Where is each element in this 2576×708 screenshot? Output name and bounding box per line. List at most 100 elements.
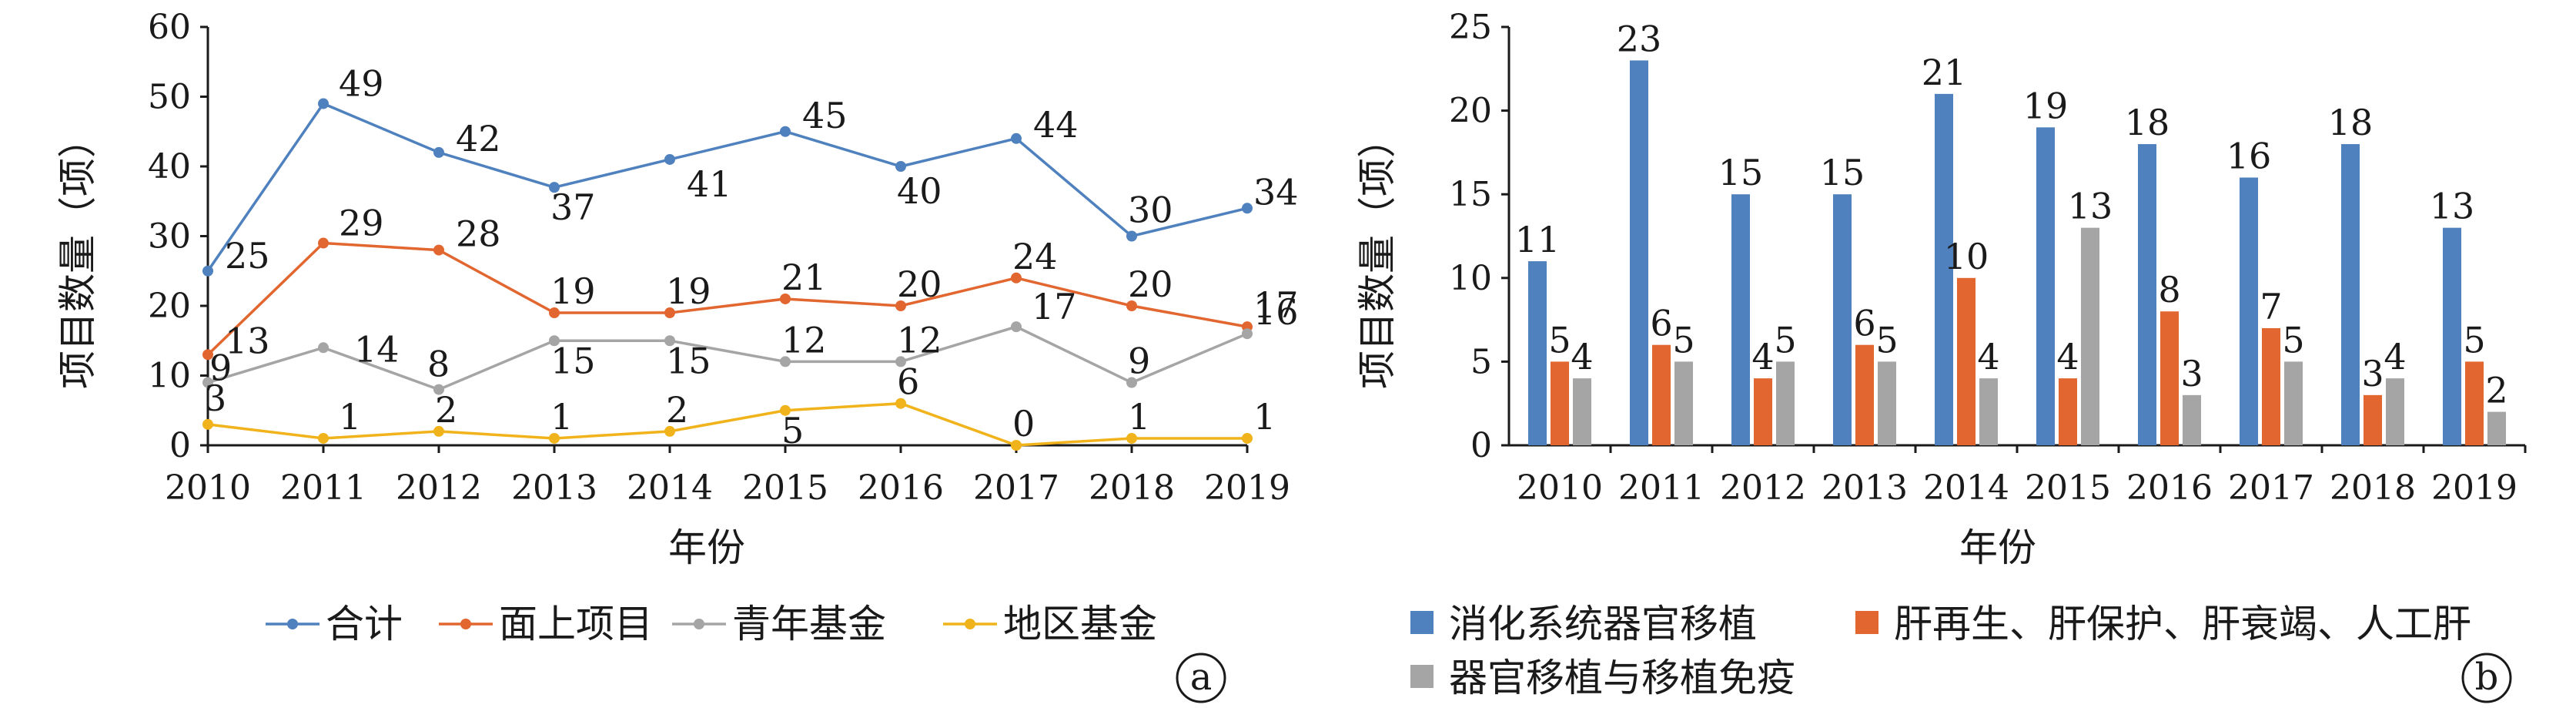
data-label: 23 — [1617, 18, 1662, 59]
x-tick-label: 2012 — [1720, 468, 1806, 508]
x-tick-label: 2011 — [1618, 468, 1705, 508]
data-label: 5 — [781, 410, 804, 451]
x-tick-label: 2017 — [973, 468, 1059, 508]
y-tick-label: 30 — [148, 217, 191, 257]
legend-swatch — [1855, 611, 1878, 634]
data-label: 15 — [1718, 152, 1764, 193]
x-tick-label: 2017 — [2228, 468, 2314, 508]
series-line — [207, 325, 1248, 391]
data-point — [1242, 328, 1253, 340]
data-label: 18 — [2328, 102, 2374, 143]
series-line — [206, 102, 1248, 272]
bar — [1573, 378, 1591, 445]
bar — [2465, 361, 2484, 445]
bar — [2081, 227, 2099, 445]
data-label: 5 — [1875, 319, 1898, 361]
bar — [2443, 227, 2461, 445]
data-label: 8 — [2158, 269, 2180, 310]
data-label: 29 — [339, 203, 384, 244]
legend-label: 肝再生、肝保护、肝衰竭、人工肝 — [1894, 602, 2471, 646]
data-point — [1242, 432, 1253, 444]
legend-marker — [694, 619, 704, 629]
data-label: 17 — [1253, 284, 1299, 326]
data-label: 14 — [354, 328, 400, 370]
data-label: 5 — [2282, 319, 2304, 361]
bar — [2262, 327, 2280, 445]
data-label: 5 — [1774, 319, 1796, 361]
y-axis-title: 项目数量（项） — [1355, 119, 1400, 389]
data-point — [1242, 203, 1253, 214]
legend: 合计 面上项目 青年基金 地区基金 — [266, 602, 1157, 646]
bar — [2183, 394, 2201, 445]
data-point — [1126, 230, 1137, 242]
data-point — [202, 265, 213, 277]
data-point — [549, 182, 560, 193]
x-axis-title: 年份 — [1959, 525, 2036, 570]
x-tick-label: 2019 — [2431, 468, 2517, 508]
data-point — [664, 335, 675, 347]
bar — [2138, 144, 2156, 446]
data-label: 10 — [1944, 236, 1989, 277]
data-label: 16 — [1253, 291, 1299, 333]
bar — [2386, 378, 2404, 445]
legend-label: 合计 — [326, 602, 403, 646]
data-label: 5 — [1672, 319, 1694, 361]
data-point — [1011, 440, 1022, 451]
bar — [1776, 361, 1795, 445]
panel-label: b — [2461, 653, 2512, 703]
data-label: 41 — [687, 163, 732, 205]
data-point — [1126, 377, 1137, 388]
series-line — [207, 401, 1247, 447]
data-label: 15 — [550, 340, 596, 381]
data-point — [1011, 321, 1022, 333]
panel-label-circle — [1176, 653, 1226, 703]
data-point — [549, 335, 560, 347]
y-tick-label: 25 — [1449, 8, 1492, 47]
bar — [1833, 194, 1852, 445]
data-label: 19 — [2023, 85, 2069, 126]
data-label: 4 — [2384, 336, 2406, 377]
legend-label: 面上项目 — [499, 602, 653, 646]
data-point — [1126, 432, 1137, 444]
panel-label-text: b — [2475, 656, 2499, 699]
data-label: 12 — [781, 319, 827, 361]
data-label: 30 — [1128, 190, 1173, 231]
panel-label-circle — [2461, 653, 2512, 703]
data-point — [895, 161, 906, 172]
data-label: 45 — [802, 95, 848, 136]
y-tick-label: 20 — [1449, 92, 1492, 131]
data-label: 4 — [1751, 336, 1774, 377]
data-label: 18 — [2125, 102, 2170, 143]
data-label: 2 — [435, 389, 457, 431]
bar — [1935, 93, 1953, 445]
x-axis-title: 年份 — [668, 525, 745, 570]
bar — [2160, 311, 2179, 445]
y-tick-label: 0 — [169, 426, 191, 465]
data-point — [433, 384, 444, 395]
data-point — [318, 237, 329, 249]
data-label: 3 — [2361, 353, 2384, 394]
data-point — [202, 349, 213, 361]
x-tick-label: 2018 — [1089, 468, 1175, 508]
data-label: 6 — [897, 361, 919, 403]
data-point — [1011, 133, 1022, 144]
x-tick-label: 2011 — [280, 468, 366, 508]
data-point — [433, 425, 444, 437]
data-label: 13 — [2068, 186, 2113, 227]
data-label: 13 — [225, 320, 270, 361]
y-axis-title: 项目数量（项） — [55, 119, 100, 389]
data-label: 3 — [204, 377, 226, 419]
data-label: 25 — [225, 235, 270, 277]
data-label: 17 — [1032, 286, 1077, 327]
legend-marker — [287, 619, 298, 629]
data-label: 4 — [2056, 336, 2079, 377]
legend-label: 器官移植与移植免疫 — [1449, 656, 1795, 700]
data-point — [780, 404, 791, 416]
legend-swatch — [1410, 611, 1434, 634]
data-point — [318, 432, 329, 444]
data-point — [318, 98, 329, 109]
